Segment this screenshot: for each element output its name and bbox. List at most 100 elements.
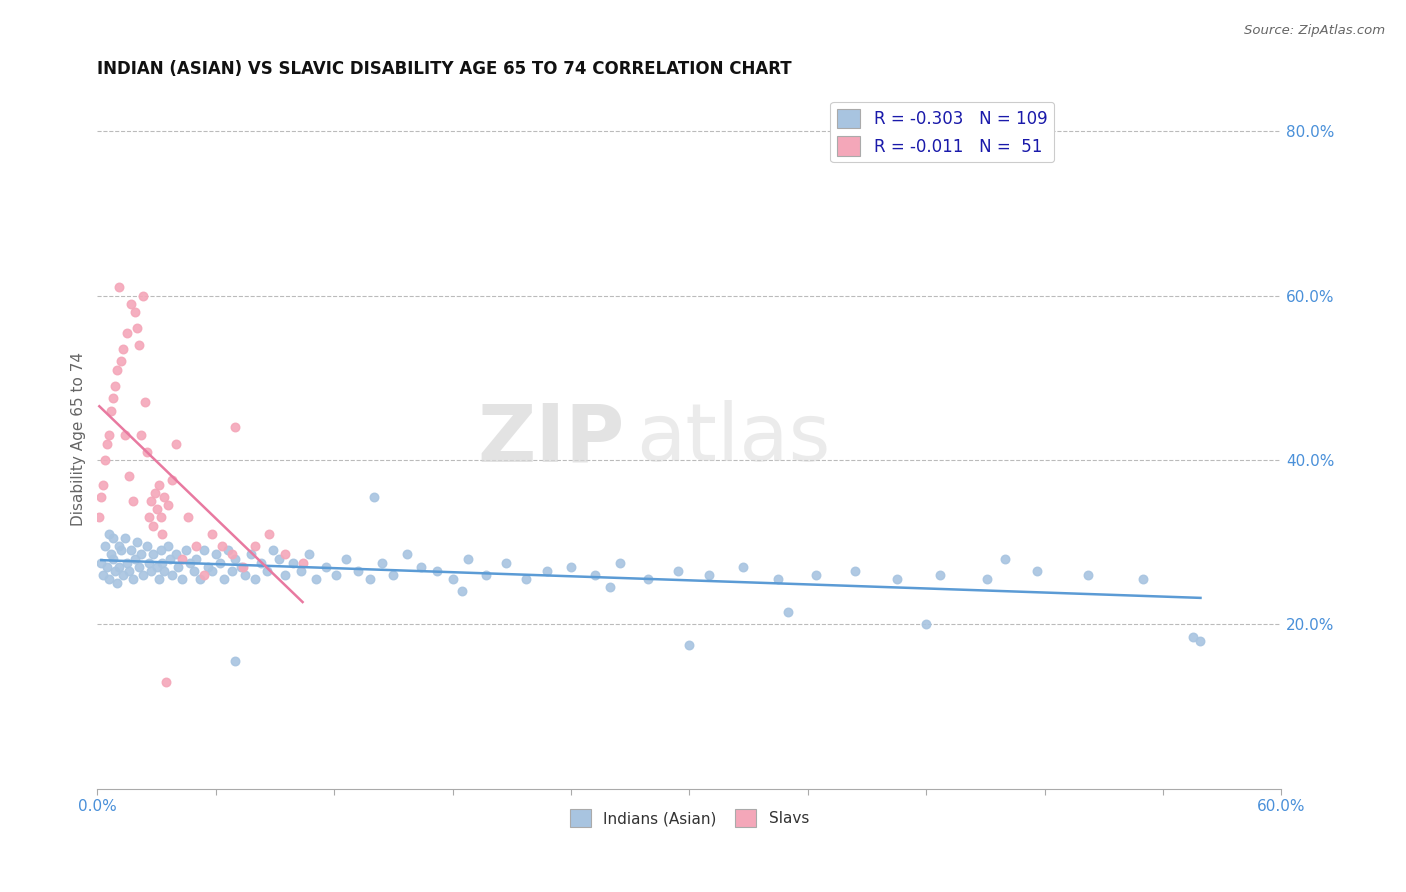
Point <box>91 477 114 491</box>
Point <box>129 428 152 442</box>
Point <box>599 580 621 594</box>
Point <box>1132 572 1154 586</box>
Point <box>125 535 148 549</box>
Point <box>135 444 157 458</box>
Point <box>274 568 297 582</box>
Point <box>101 551 124 566</box>
Point <box>142 548 165 562</box>
Point <box>172 551 194 566</box>
Point <box>1077 568 1099 582</box>
Point <box>560 559 582 574</box>
Point <box>148 572 170 586</box>
Point <box>183 564 205 578</box>
Point <box>167 559 190 574</box>
Point <box>426 564 449 578</box>
Point <box>193 543 215 558</box>
Point <box>157 498 180 512</box>
Point <box>134 395 156 409</box>
Point <box>122 572 145 586</box>
Point <box>305 572 328 586</box>
Point <box>451 584 474 599</box>
Point <box>114 531 136 545</box>
Point <box>139 494 162 508</box>
Point <box>212 572 235 586</box>
Point <box>184 551 207 566</box>
Point <box>515 572 537 586</box>
Point <box>89 510 111 524</box>
Point <box>197 559 219 574</box>
Point <box>100 548 122 562</box>
Point <box>165 548 187 562</box>
Text: INDIAN (ASIAN) VS SLAVIC DISABILITY AGE 65 TO 74 CORRELATION CHART: INDIAN (ASIAN) VS SLAVIC DISABILITY AGE … <box>97 60 792 78</box>
Point <box>281 556 304 570</box>
Point <box>929 568 952 582</box>
Point <box>118 564 141 578</box>
Point <box>111 568 134 582</box>
Point <box>139 564 162 578</box>
Point <box>221 564 243 578</box>
Point <box>193 568 215 582</box>
Point <box>98 527 121 541</box>
Point <box>152 527 174 541</box>
Point <box>122 494 145 508</box>
Point <box>149 510 172 524</box>
Point <box>153 564 176 578</box>
Point <box>159 551 181 566</box>
Point <box>776 605 799 619</box>
Point <box>115 556 138 570</box>
Point <box>96 436 118 450</box>
Point <box>262 543 284 558</box>
Point <box>359 572 381 586</box>
Y-axis label: Disability Age 65 to 74: Disability Age 65 to 74 <box>72 352 86 526</box>
Point <box>267 551 290 566</box>
Point <box>135 539 157 553</box>
Point <box>1189 633 1212 648</box>
Point <box>731 559 754 574</box>
Point <box>766 572 789 586</box>
Point <box>120 543 142 558</box>
Point <box>256 564 278 578</box>
Point <box>697 568 720 582</box>
Point <box>162 568 184 582</box>
Text: Source: ZipAtlas.com: Source: ZipAtlas.com <box>1244 24 1385 37</box>
Point <box>152 556 174 570</box>
Point <box>172 572 194 586</box>
Point <box>108 280 131 294</box>
Point <box>90 490 112 504</box>
Point <box>804 568 827 582</box>
Point <box>245 572 267 586</box>
Point <box>201 527 224 541</box>
Point <box>129 548 152 562</box>
Point <box>1181 630 1204 644</box>
Point <box>98 572 121 586</box>
Point <box>844 564 866 578</box>
Point <box>441 572 464 586</box>
Point <box>179 556 201 570</box>
Point <box>217 543 239 558</box>
Point <box>165 436 187 450</box>
Point <box>257 527 280 541</box>
Point <box>208 556 231 570</box>
Point <box>382 568 405 582</box>
Point <box>1025 564 1047 578</box>
Point <box>495 556 517 570</box>
Point <box>108 559 131 574</box>
Point <box>583 568 606 582</box>
Point <box>120 297 142 311</box>
Point <box>174 543 197 558</box>
Point <box>142 518 165 533</box>
Point <box>250 556 273 570</box>
Point <box>145 559 167 574</box>
Point <box>143 485 166 500</box>
Point <box>115 326 138 340</box>
Point <box>184 539 207 553</box>
Point <box>104 379 127 393</box>
Point <box>232 559 254 574</box>
Point <box>409 559 432 574</box>
Point <box>157 539 180 553</box>
Point <box>90 556 112 570</box>
Text: atlas: atlas <box>636 401 831 478</box>
Point <box>149 543 172 558</box>
Point <box>155 674 177 689</box>
Point <box>370 556 392 570</box>
